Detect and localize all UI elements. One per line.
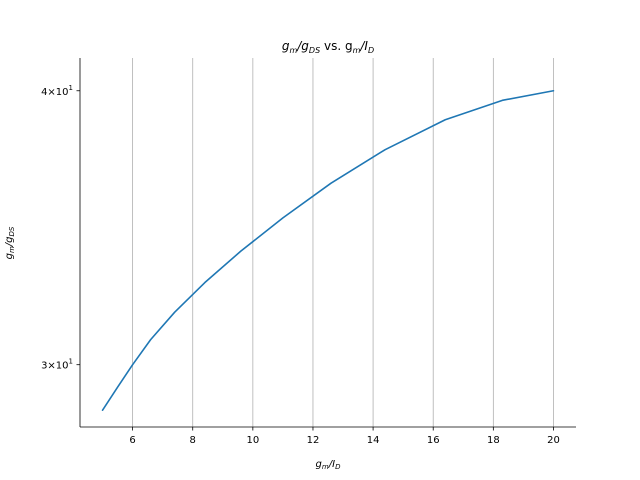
ylabel-part: /g <box>4 236 15 247</box>
title-sub: m <box>353 46 361 55</box>
ylabel-sub: DS <box>8 226 16 236</box>
y-axis-label: gm/gDS <box>4 226 16 259</box>
y-tick-label: 4×101 <box>41 84 73 98</box>
title-part: /g <box>296 39 309 53</box>
x-tick-label: 18 <box>487 435 500 446</box>
x-ticks: 6 8 10 12 14 16 18 20 <box>129 427 560 446</box>
series-line <box>101 89 555 412</box>
y-tick-label: 3×101 <box>41 358 73 372</box>
xlabel-sub: D <box>335 463 341 471</box>
title-sub: D <box>368 46 374 55</box>
title-part: g <box>282 39 290 53</box>
ylabel-part: g <box>4 253 15 259</box>
title-part: /I <box>359 39 368 53</box>
ylabel-sub: m <box>8 246 16 253</box>
x-tick-label: 10 <box>246 435 259 446</box>
xlabel-sub: m <box>322 463 329 471</box>
x-tick-label: 8 <box>190 435 196 446</box>
xlabel-part: g <box>316 459 322 470</box>
x-tick-label: 12 <box>307 435 320 446</box>
title-part: vs. g <box>320 39 352 53</box>
title-sub: m <box>289 46 297 55</box>
chart-title: gm/gDS vs. gm/ID <box>282 39 374 55</box>
x-tick-label: 20 <box>547 435 560 446</box>
xlabel-part: /I <box>328 459 335 470</box>
x-tick-label: 14 <box>367 435 380 446</box>
title-sub: DS <box>309 46 320 55</box>
series-layer <box>101 89 555 412</box>
x-axis-label: gm/ID <box>316 459 342 471</box>
x-tick-label: 16 <box>427 435 440 446</box>
x-tick-label: 6 <box>129 435 135 446</box>
y-ticks: 3×101 4×101 <box>41 84 80 372</box>
